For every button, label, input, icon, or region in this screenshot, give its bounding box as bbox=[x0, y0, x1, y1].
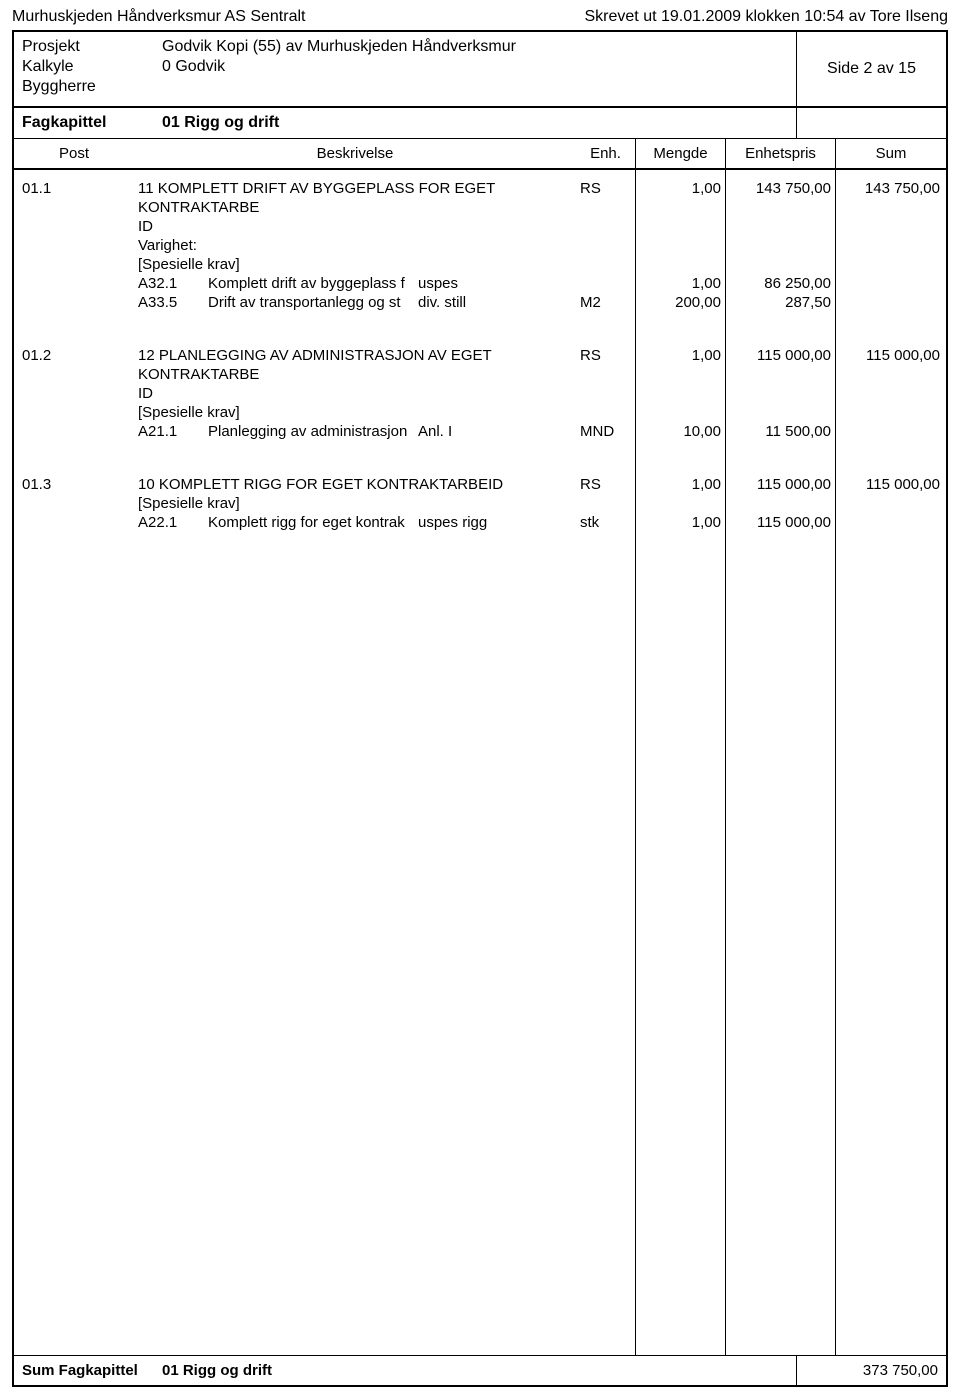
sub-text: Komplett rigg for eget kontrak bbox=[208, 514, 418, 531]
sub-text2: uspes bbox=[418, 275, 488, 292]
pris-value: 115 000,00 bbox=[730, 514, 831, 533]
company-name: Murhuskjeden Håndverksmur AS Sentralt bbox=[12, 8, 305, 26]
beskrivelse-text: 11 KOMPLETT DRIFT AV BYGGEPLASS FOR EGET bbox=[138, 180, 572, 199]
post-code: 01.3 bbox=[22, 476, 130, 495]
pris-value: 115 000,00 bbox=[730, 476, 831, 495]
enh-value: M2 bbox=[580, 294, 631, 313]
beskrivelse-text: [Spesielle krav] bbox=[138, 404, 572, 423]
beskrivelse-text: 12 PLANLEGGING AV ADMINISTRASJON AV EGET bbox=[138, 347, 572, 366]
beskrivelse-text: A33.5Drift av transportanlegg og stdiv. … bbox=[138, 294, 572, 313]
sum-value: 115 000,00 bbox=[840, 476, 940, 495]
beskrivelse-text: KONTRAKTARBE bbox=[138, 366, 572, 385]
sub-code: A22.1 bbox=[138, 514, 208, 531]
kalkyle-value: 0 Godvik bbox=[162, 58, 225, 76]
mengde-value: 1,00 bbox=[640, 476, 721, 495]
prosjekt-value: Godvik Kopi (55) av Murhuskjeden Håndver… bbox=[162, 38, 516, 56]
sub-code: A21.1 bbox=[138, 423, 208, 440]
col-enhetspris: Enhetspris bbox=[726, 139, 836, 168]
enh-value: RS bbox=[580, 347, 631, 366]
column-headers: Post Beskrivelse Enh. Mengde Enhetspris … bbox=[14, 139, 946, 170]
pris-value: 287,50 bbox=[730, 294, 831, 313]
footer: Sum Fagkapittel 01 Rigg og drift 373 750… bbox=[14, 1355, 946, 1385]
footer-value: 01 Rigg og drift bbox=[162, 1362, 272, 1379]
mengde-value: 10,00 bbox=[640, 423, 721, 442]
mengde-value: 1,00 bbox=[640, 514, 721, 533]
pris-value: 11 500,00 bbox=[730, 423, 831, 442]
sub-code: A33.5 bbox=[138, 294, 208, 311]
beskrivelse-text: A32.1Komplett drift av byggeplass fuspes bbox=[138, 275, 572, 294]
col-mengde: Mengde bbox=[636, 139, 726, 168]
enh-value: MND bbox=[580, 423, 631, 442]
meta-left: Prosjekt Godvik Kopi (55) av Murhuskjede… bbox=[14, 32, 796, 106]
sub-text2: Anl. I bbox=[418, 423, 488, 440]
mengde-value: 1,00 bbox=[640, 180, 721, 199]
sub-code: A32.1 bbox=[138, 275, 208, 292]
mengde-value: 1,00 bbox=[640, 347, 721, 366]
beskrivelse-text: KONTRAKTARBE bbox=[138, 199, 572, 218]
sub-text: Komplett drift av byggeplass f bbox=[208, 275, 418, 292]
page-number: Side 2 av 15 bbox=[796, 32, 946, 106]
fagkapittel-value: 01 Rigg og drift bbox=[162, 114, 279, 132]
pris-value: 86 250,00 bbox=[730, 275, 831, 294]
beskrivelse-text: [Spesielle krav] bbox=[138, 495, 572, 514]
enh-value: RS bbox=[580, 476, 631, 495]
print-info: Skrevet ut 19.01.2009 klokken 10:54 av T… bbox=[585, 8, 949, 26]
beskrivelse-text: 10 KOMPLETT RIGG FOR EGET KONTRAKTARBEID bbox=[138, 476, 572, 495]
sum-value: 115 000,00 bbox=[840, 347, 940, 366]
pris-value: 115 000,00 bbox=[730, 347, 831, 366]
report-box: Prosjekt Godvik Kopi (55) av Murhuskjede… bbox=[12, 30, 948, 1387]
beskrivelse-text: A22.1Komplett rigg for eget kontrakuspes… bbox=[138, 514, 572, 533]
sub-text: Planlegging av administrasjon bbox=[208, 423, 418, 440]
col-enh: Enh. bbox=[576, 139, 636, 168]
post-code: 01.2 bbox=[22, 347, 130, 366]
top-header: Murhuskjeden Håndverksmur AS Sentralt Sk… bbox=[12, 8, 948, 26]
kalkyle-label: Kalkyle bbox=[22, 58, 162, 76]
beskrivelse-text: A21.1Planlegging av administrasjonAnl. I bbox=[138, 423, 572, 442]
fagkapittel-block: Fagkapittel 01 Rigg og drift bbox=[14, 108, 946, 139]
pris-value: 143 750,00 bbox=[730, 180, 831, 199]
sub-text2: uspes rigg bbox=[418, 514, 488, 531]
prosjekt-label: Prosjekt bbox=[22, 38, 162, 56]
footer-total: 373 750,00 bbox=[796, 1356, 946, 1385]
fagkapittel-label: Fagkapittel bbox=[22, 114, 162, 132]
mengde-value: 1,00 bbox=[640, 275, 721, 294]
col-beskrivelse: Beskrivelse bbox=[134, 139, 576, 168]
content-area: 01.1 01.2 01.3 11 KOMPLETT DRIFT AV BYGGEP… bbox=[14, 170, 946, 1355]
beskrivelse-text: Varighet: bbox=[138, 237, 572, 256]
enh-value: stk bbox=[580, 514, 631, 533]
sub-text2: div. still bbox=[418, 294, 488, 311]
post-code: 01.1 bbox=[22, 180, 130, 199]
sub-text: Drift av transportanlegg og st bbox=[208, 294, 418, 311]
col-post: Post bbox=[14, 139, 134, 168]
page: Murhuskjeden Håndverksmur AS Sentralt Sk… bbox=[0, 0, 960, 1399]
meta-block: Prosjekt Godvik Kopi (55) av Murhuskjede… bbox=[14, 32, 946, 108]
enh-value: RS bbox=[580, 180, 631, 199]
beskrivelse-text: ID bbox=[138, 385, 572, 404]
sum-value: 143 750,00 bbox=[840, 180, 940, 199]
footer-label: Sum Fagkapittel bbox=[22, 1362, 162, 1379]
byggherre-label: Byggherre bbox=[22, 78, 162, 96]
beskrivelse-text: ID bbox=[138, 218, 572, 237]
mengde-value: 200,00 bbox=[640, 294, 721, 313]
beskrivelse-text: [Spesielle krav] bbox=[138, 256, 572, 275]
col-sum: Sum bbox=[836, 139, 946, 168]
